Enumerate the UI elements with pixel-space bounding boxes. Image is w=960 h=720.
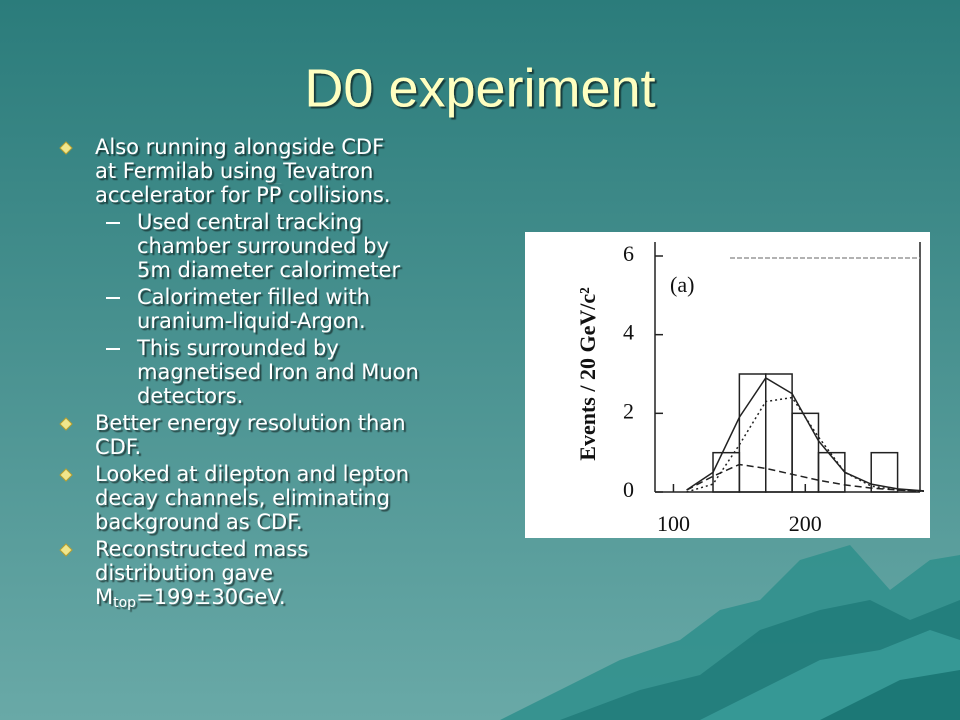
bullet-line: uranium-liquid-Argon. [137, 309, 366, 333]
x-tick-label: 100 [657, 511, 690, 536]
text-run: collisions. [281, 183, 390, 207]
bullet-line: Better energy resolution than [95, 411, 406, 435]
bullet-line: Used central tracking [137, 210, 362, 234]
bullet-line: Reconstructed mass [95, 537, 308, 561]
y-tick-label: 0 [623, 477, 634, 502]
bullet-line: magnetised Iron and Muon [137, 360, 419, 384]
y-tick-label: 6 [623, 241, 634, 266]
y-tick-label: 4 [623, 320, 634, 345]
text-run: =199±30GeV. [136, 585, 286, 609]
bullet-line: Also running alongside CDF [95, 135, 384, 159]
text-run: accelerator for P [95, 183, 269, 207]
annotation: (a) [670, 272, 694, 297]
fit-curve [686, 396, 924, 493]
bullet-line: Calorimeter filled with [137, 285, 370, 309]
slide-title: D0 experiment [304, 58, 655, 118]
bullet-line: Looked at dilepton and lepton [95, 462, 409, 486]
figure-background [525, 232, 930, 538]
bullet-diamond [59, 468, 73, 482]
histogram-bar [870, 451, 899, 493]
bullet-line: background as CDF. [95, 510, 303, 534]
bullet-diamond [59, 141, 73, 155]
bullet-line: distribution gave [95, 561, 273, 585]
mountains [500, 545, 960, 720]
bullet-line: detectors. [137, 384, 243, 408]
overlined-text: P [269, 183, 282, 207]
bullet-line: accelerator for PP collisions. [95, 183, 391, 207]
bullet-line: decay channels, eliminating [95, 486, 390, 510]
bullet-line: This surrounded by [136, 336, 339, 360]
bullet-line: Mtop=199±30GeV. [95, 585, 286, 611]
bullet-line: 5m diameter calorimeter [137, 258, 400, 282]
y-axis-label: Events / 20 GeV/c² [575, 287, 600, 461]
subscript: top [113, 595, 136, 611]
fit-curve [686, 463, 924, 492]
y-tick-label: 2 [623, 398, 634, 423]
x-tick-label: 200 [789, 511, 822, 536]
text-run: M [95, 585, 113, 609]
bullet-line: CDF. [95, 435, 141, 459]
bullet-line: chamber surrounded by [137, 234, 389, 258]
bullet-diamond [59, 417, 73, 431]
bullet-diamond [59, 543, 73, 557]
bullet-line: at Fermilab using Tevatron [95, 159, 373, 183]
figure: 0 2 4 6 100 200 Events / 20 GeV/c² (a) [575, 241, 925, 536]
